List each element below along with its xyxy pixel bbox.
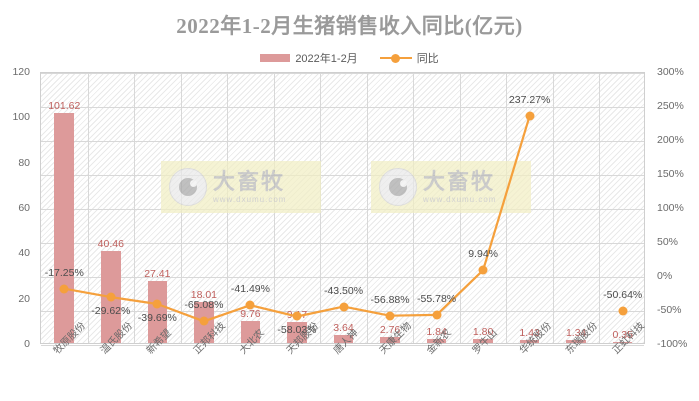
line-value-label: -50.64% (603, 289, 643, 302)
line-value-label: -55.78% (417, 292, 457, 305)
legend-line-swatch-icon (379, 53, 412, 63)
y-axis-right-tick: 250% (657, 100, 684, 112)
line-point-正邦科技[interactable] (199, 316, 209, 326)
y-axis-left-tick: 0 (24, 338, 30, 350)
y-axis-left-tick: 120 (12, 66, 30, 78)
gridline-vertical (553, 73, 554, 343)
y-axis-left-tick: 40 (18, 247, 30, 260)
line-point-唐人神[interactable] (339, 302, 348, 312)
legend-bar-label: 2022年1-2月 (295, 53, 358, 65)
line-point-金新农[interactable] (432, 310, 442, 320)
gridline-horizontal (41, 311, 644, 312)
bar-value-label: 9.76 (240, 307, 261, 320)
gridline-horizontal (41, 73, 644, 74)
bar-value-label: 0.35 (612, 329, 633, 342)
bar-value-label: 27.41 (144, 267, 171, 280)
gridline-horizontal (41, 345, 644, 346)
x-axis-categories: 牧原股份 温氏股份 新希望 正邦科技 大北农 天邦股份 唐人神 天康生物 金新农 罗牛山 华统股份东… (40, 321, 647, 401)
line-value-label: -65.08% (184, 299, 224, 312)
gridline-horizontal (41, 141, 644, 142)
line-point-华统股份[interactable] (525, 111, 535, 121)
watermark-left: 大畜牧 www.dxumu.com (161, 161, 321, 213)
bar-value-label: 2.76 (379, 323, 401, 336)
legend-bar-swatch-icon (260, 54, 291, 62)
line-value-label: 9.94% (468, 248, 498, 261)
line-value-label: -17.25% (44, 266, 84, 279)
line-value-label: -58.03% (277, 324, 317, 337)
watermark-sub-text: www.dxumu.com (423, 194, 497, 204)
bar-天康生物[interactable] (380, 336, 400, 343)
watermark-logo-icon (169, 168, 207, 206)
gridline-vertical (367, 73, 368, 343)
y-axis-right-tick: 0% (657, 270, 673, 282)
bar-华统股份[interactable] (519, 339, 540, 343)
line-value-label: -39.69% (137, 311, 177, 324)
legend-item-bar[interactable]: 2022年1-2月 (260, 50, 358, 66)
gridline-horizontal (41, 107, 644, 108)
legend-line-label: 同比 (416, 53, 439, 65)
bar-value-label: 1.84 (426, 325, 447, 338)
y-axis-left-tick: 60 (18, 202, 30, 214)
bar-value-label: 3.64 (333, 321, 354, 334)
y-axis-left-tick: 100 (12, 111, 30, 124)
bar-天邦股份[interactable] (287, 322, 307, 343)
bar-金新农[interactable] (426, 338, 447, 343)
bar-正虹科技[interactable] (612, 342, 633, 343)
bar-value-label: 18.01 (190, 289, 218, 302)
gridline-horizontal (41, 209, 644, 210)
bar-value-label: 1.80 (472, 325, 494, 338)
gridline-vertical (88, 73, 89, 343)
y-axis-left-tick: 80 (18, 156, 30, 169)
gridline-horizontal (41, 277, 644, 278)
bar-罗牛山[interactable] (473, 338, 493, 343)
chart-title: 2022年1-2月生猪销售收入同比(亿元) (176, 14, 523, 38)
bar-value-label: 1.34 (565, 326, 587, 339)
bar-value-label: 1.43 (519, 326, 540, 339)
bar-新希望[interactable] (147, 280, 168, 343)
line-value-label: -41.49% (230, 283, 270, 296)
watermark-sub-text: www.dxumu.com (213, 194, 287, 204)
y-axis-left: 0 20 40 60 80 100 120 (0, 66, 36, 350)
y-axis-right-tick: 100% (657, 202, 684, 214)
y-axis-right-tick: 200% (657, 134, 684, 146)
y-axis-right-tick: 150% (657, 168, 684, 180)
y-axis-right: -100% -50% 0% 50% 100% 150% 200% 250% 300% (651, 66, 699, 350)
y-axis-right-tick: -100% (657, 338, 688, 350)
bar-value-label: 101.62 (48, 99, 81, 112)
line-point-温氏股份[interactable] (106, 292, 116, 302)
watermark-main-text: 大畜牧 (213, 168, 286, 194)
bar-牧原股份[interactable] (54, 112, 75, 343)
legend-item-line[interactable]: 同比 (379, 50, 439, 66)
gridline-vertical (599, 73, 600, 343)
gridline-horizontal (41, 175, 644, 176)
bar-东瑞股份[interactable] (566, 339, 586, 343)
bar-大北农[interactable] (240, 320, 261, 343)
line-value-label: 237.27% (508, 93, 551, 106)
line-value-label: -56.88% (370, 293, 410, 306)
y-axis-right-tick: -50% (657, 304, 682, 316)
plot-area: 大畜牧 www.dxumu.com 大畜牧 www.dxumu.com 101.… (40, 72, 645, 346)
y-axis-left-tick: 20 (18, 292, 30, 305)
line-point-牧原股份[interactable] (59, 284, 69, 294)
line-point-大北农[interactable] (245, 300, 255, 310)
bar-value-label: 40.46 (97, 238, 124, 251)
line-point-新希望[interactable] (152, 299, 162, 309)
y-axis-right-tick: 300% (657, 66, 684, 78)
data-series-layer: 101.6240.4627.4118.019.769.173.642.761.8… (41, 73, 644, 343)
chart-legend: 2022年1-2月 同比 (0, 50, 699, 66)
line-point-罗牛山[interactable] (478, 265, 488, 275)
gridline-vertical (134, 73, 135, 343)
line-point-天康生物[interactable] (385, 311, 395, 321)
line-point-正虹科技[interactable] (618, 306, 628, 316)
y-axis-right-tick: 50% (657, 236, 679, 248)
line-point-天邦股份[interactable] (292, 311, 302, 321)
bar-唐人神[interactable] (333, 334, 354, 343)
line-value-label: -29.62% (91, 305, 131, 318)
gridline-horizontal (41, 243, 644, 244)
watermark-logo-icon (379, 168, 417, 206)
watermark-right: 大畜牧 www.dxumu.com (371, 161, 531, 213)
line-value-label: -43.50% (323, 284, 364, 297)
watermark-main-text: 大畜牧 (423, 168, 496, 194)
